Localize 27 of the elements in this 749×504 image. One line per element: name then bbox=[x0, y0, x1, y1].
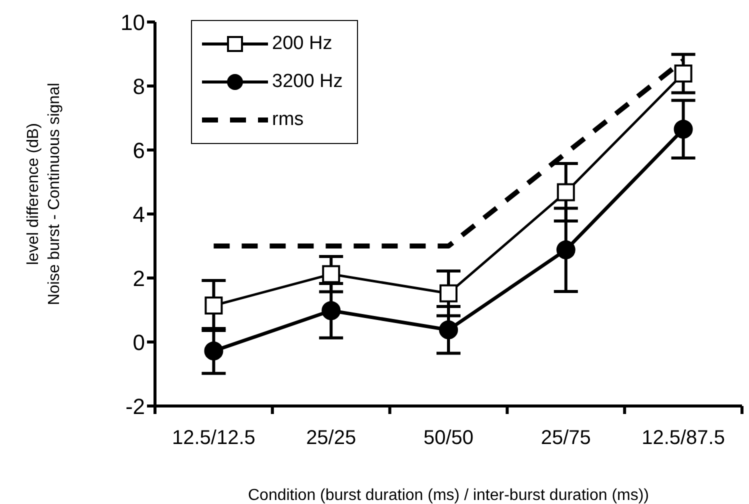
point bbox=[440, 284, 458, 302]
y-axis-title: level difference (dB) Noise burst - Continuous signal bbox=[25, 82, 63, 306]
x-axis-title: Condition (burst duration (ms) / inter-burst duration (ms)) bbox=[248, 487, 650, 504]
point bbox=[322, 265, 340, 284]
x-tick-label: 12.5/87.5 bbox=[642, 427, 726, 449]
x-tick-label: 25/25 bbox=[306, 427, 356, 449]
point bbox=[322, 301, 341, 320]
legend-label: 3200 Hz bbox=[272, 71, 343, 93]
y-tick-label: -2 bbox=[125, 394, 145, 419]
point bbox=[674, 120, 693, 139]
legend-label: 200 Hz bbox=[272, 33, 332, 55]
y-tick-label: 8 bbox=[132, 74, 145, 99]
x-tick-label: 25/75 bbox=[540, 427, 591, 449]
point bbox=[204, 296, 223, 315]
y-tick-label: 4 bbox=[132, 202, 145, 227]
y-tick-label: 2 bbox=[132, 266, 145, 291]
point bbox=[204, 341, 224, 360]
point bbox=[556, 240, 576, 260]
point bbox=[674, 64, 692, 83]
legend-label: rms bbox=[272, 109, 304, 131]
y-tick-label: 10 bbox=[120, 10, 145, 35]
x-tick-label: 50/50 bbox=[423, 427, 474, 449]
y-tick-label: 6 bbox=[132, 138, 145, 163]
y-tick-label: 0 bbox=[132, 330, 145, 355]
x-tick-label: 12.5/12.5 bbox=[172, 427, 256, 449]
point bbox=[439, 320, 458, 340]
point bbox=[556, 183, 575, 202]
